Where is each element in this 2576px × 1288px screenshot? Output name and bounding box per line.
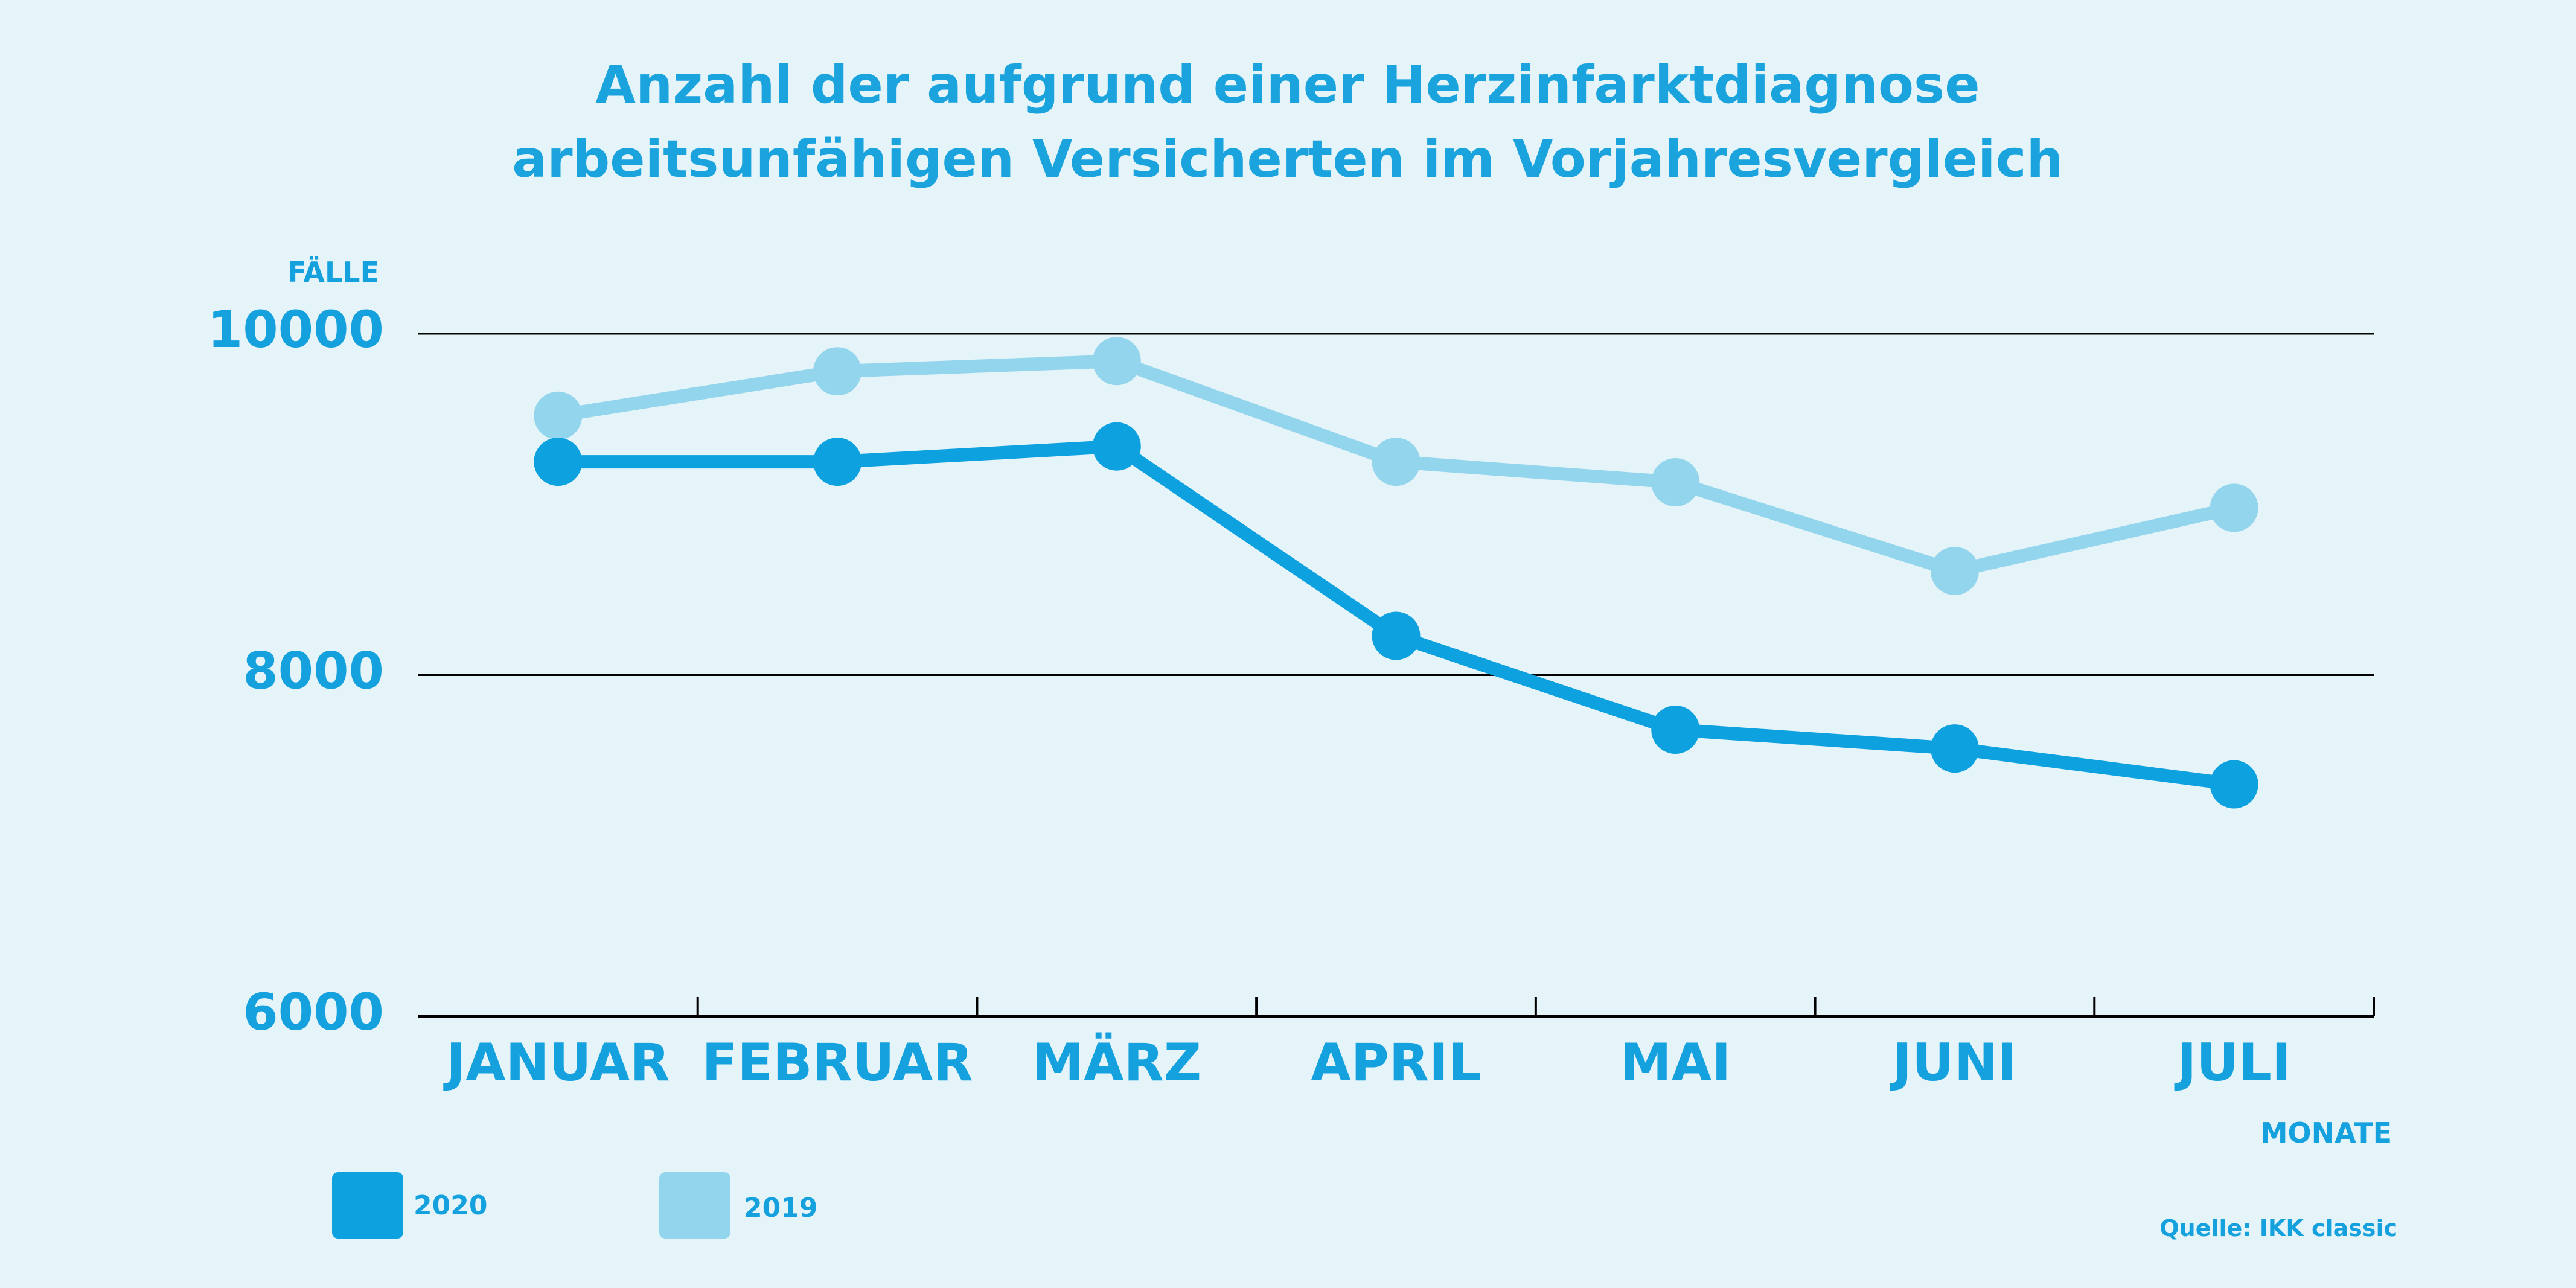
data-point-2020: [1092, 422, 1141, 471]
series-2020: [534, 422, 2258, 809]
x-tick-label: FEBRUAR: [702, 1033, 973, 1093]
legend: 2020 2019: [332, 1172, 817, 1239]
x-tick-label: MAI: [1620, 1033, 1731, 1093]
x-tick-label: JANUAR: [443, 1033, 670, 1093]
data-point-2020: [2210, 760, 2258, 809]
series-2019: [534, 337, 2258, 596]
legend-swatch-2019: [659, 1172, 730, 1239]
data-point-2019: [1651, 457, 1700, 506]
legend-swatch-2020: [332, 1172, 403, 1239]
chart-title: Anzahl der aufgrund einer Herzinfarktdia…: [512, 55, 2063, 190]
source-note: Quelle: IKK classic: [2159, 1215, 2397, 1242]
data-point-2020: [1651, 705, 1700, 754]
legend-label-2020: 2020: [414, 1190, 487, 1221]
data-point-2019: [813, 347, 862, 396]
y-tick-label: 10000: [208, 300, 384, 359]
data-point-2020: [813, 438, 862, 486]
data-point-2019: [2210, 483, 2258, 532]
x-axis: [418, 997, 2375, 1018]
x-tick-label: MÄRZ: [1032, 1033, 1201, 1093]
data-series: [534, 337, 2258, 809]
legend-label-2019: 2019: [744, 1193, 817, 1223]
chart-title-line-2: arbeitsunfähigen Versicherten im Vorjahr…: [512, 129, 2063, 190]
x-axis-tick-labels: JANUAR FEBRUAR MÄRZ APRIL MAI JUNI JULI: [443, 1033, 2291, 1093]
data-point-2020: [1372, 611, 1421, 660]
data-point-2019: [1930, 547, 1979, 596]
y-tick-label: 6000: [243, 983, 384, 1042]
y-tick-label: 8000: [243, 642, 384, 701]
data-point-2020: [534, 438, 583, 486]
grid-lines: [418, 333, 2374, 676]
x-tick-label: JUNI: [1890, 1033, 2017, 1093]
data-point-2019: [1092, 337, 1141, 386]
x-tick-label: APRIL: [1311, 1033, 1481, 1093]
data-point-2019: [1372, 438, 1421, 486]
data-point-2019: [534, 391, 583, 440]
y-axis-tick-labels: 6000 8000 10000: [208, 300, 384, 1042]
x-axis-label: MONATE: [2260, 1117, 2392, 1149]
y-axis-label: FÄLLE: [287, 256, 379, 289]
chart-title-line-1: Anzahl der aufgrund einer Herzinfarktdia…: [595, 55, 1980, 115]
data-point-2020: [1930, 724, 1979, 773]
x-tick-label: JULI: [2174, 1033, 2291, 1093]
